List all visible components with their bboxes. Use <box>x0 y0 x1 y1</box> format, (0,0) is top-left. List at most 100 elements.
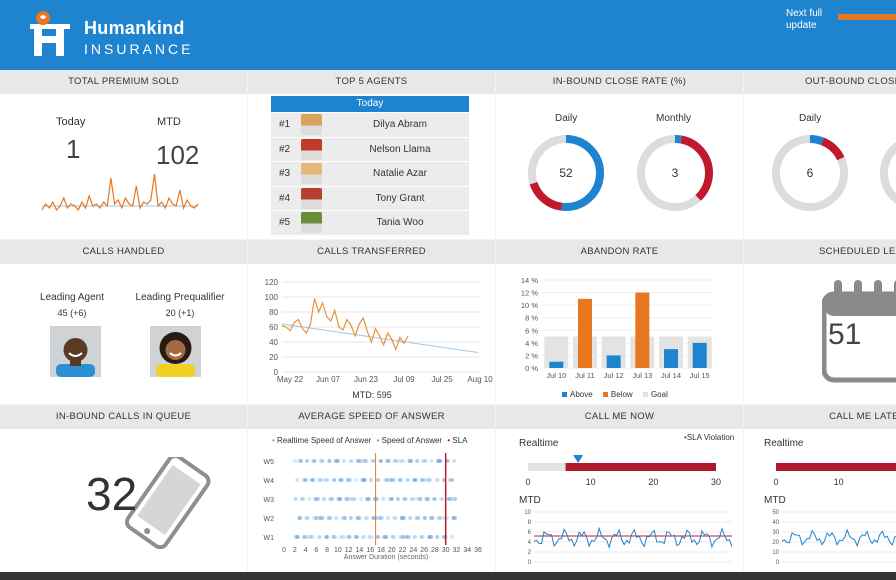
answer-dot <box>448 478 453 482</box>
answer-dot <box>452 497 457 501</box>
brand-name: Humankind <box>84 18 185 38</box>
answer-dot <box>355 459 360 463</box>
legend-sla: SLA <box>452 436 468 445</box>
answer-dot <box>319 478 324 482</box>
answer-dot <box>327 459 332 463</box>
answer-dot <box>342 459 347 463</box>
panel-inbound-close: IN-BOUND CLOSE RATE (%) Daily Monthly 52… <box>496 70 743 239</box>
x-tick-label: Jul 09 <box>393 375 415 384</box>
row-label: W4 <box>264 478 275 485</box>
answer-dot <box>293 497 298 501</box>
tick-label: 0 <box>525 477 530 487</box>
today-label: Today <box>56 116 86 128</box>
answer-dot <box>449 535 454 539</box>
panel-calls-transferred: CALLS TRANSFERRED 0 20 40 60 80 100 120 May 22 J… <box>248 240 495 404</box>
answer-dot <box>346 478 351 482</box>
row-label: W2 <box>264 516 275 523</box>
panel-speed-of-answer: AVERAGE SPEED OF ANSWER • Realtime Speed… <box>248 405 495 572</box>
answer-dot <box>435 459 440 463</box>
mtd-label: MTD <box>764 495 786 506</box>
answer-dot <box>365 497 370 501</box>
y-tick-label: 8 <box>528 520 532 526</box>
answer-dot <box>389 478 394 482</box>
panel-title: IN-BOUND CALLS IN QUEUE <box>0 405 247 429</box>
panel-title: CALLS TRANSFERRED <box>248 240 495 264</box>
answer-dot <box>296 459 301 463</box>
answer-dot <box>432 497 437 501</box>
update-progress-bar <box>838 14 896 20</box>
answer-dot <box>367 535 372 539</box>
legend-goal-swatch <box>642 392 648 397</box>
answer-dot <box>361 535 366 539</box>
answer-dot <box>403 497 408 501</box>
answer-dot <box>328 516 333 520</box>
abandon-bar <box>578 298 592 368</box>
answer-dot <box>353 535 358 539</box>
answer-dot <box>415 497 420 501</box>
answer-dot <box>338 478 343 482</box>
x-tick-label: 16 <box>366 547 374 554</box>
answer-dot <box>385 478 390 482</box>
y-tick-label: 2 <box>528 550 532 556</box>
answer-dot <box>415 459 420 463</box>
x-tick-label: 14 <box>356 547 364 554</box>
mtd-label: MTD <box>157 116 181 128</box>
x-tick-label: Jul 14 <box>661 371 681 380</box>
agent-avatar <box>301 163 322 184</box>
answer-dot <box>312 516 317 520</box>
panel-title: ABANDON RATE <box>496 240 743 264</box>
answer-dot <box>303 478 308 482</box>
panel-total-premium: TOTAL PREMIUM SOLD Today 1 MTD 102 <box>0 70 247 239</box>
answer-dot <box>427 535 432 539</box>
answer-dot <box>395 497 400 501</box>
y-tick-label: 20 <box>772 540 779 546</box>
answer-dot <box>375 478 380 482</box>
tick-label: 10 <box>586 477 596 487</box>
answer-dot <box>356 516 361 520</box>
agents-table-header: Today <box>271 96 469 112</box>
call-me-later-mtd-chart: 0 10 20 30 40 50 <box>772 510 896 566</box>
x-tick-label: 32 <box>453 547 461 554</box>
answer-dot <box>424 497 429 501</box>
answer-dot <box>405 478 410 482</box>
answer-dot <box>419 535 424 539</box>
answer-dot <box>348 459 353 463</box>
answer-dot <box>336 497 341 501</box>
y-tick-label: 50 <box>772 510 779 516</box>
answer-dot <box>385 516 390 520</box>
today-value: 1 <box>66 134 81 164</box>
answer-dot <box>358 497 363 501</box>
x-tick-label: Aug 10 <box>467 375 493 384</box>
y-tick-label: 2 % <box>525 351 538 360</box>
mtd-value: 102 <box>156 140 200 170</box>
inbound-daily-donut <box>528 135 604 211</box>
answer-dot <box>414 516 419 520</box>
answer-dot <box>332 478 337 482</box>
x-tick-label: 28 <box>431 547 439 554</box>
x-tick-label: Jul 15 <box>690 371 710 380</box>
abandon-bar-chart: 0 % 2 % 4 % 6 % 8 % 10 % 12 % 14 % Jul 10 Jul 11 J… <box>521 276 714 380</box>
brand-subtitle: INSURANCE <box>84 41 194 57</box>
legend-below-swatch <box>602 392 608 397</box>
answer-dot <box>375 535 380 539</box>
answer-dot <box>321 459 326 463</box>
answer-dot <box>328 497 333 501</box>
answer-dot <box>298 516 303 520</box>
transferred-series-line <box>281 298 409 352</box>
answer-dot <box>333 459 338 463</box>
monthly-label: Monthly <box>656 113 692 124</box>
answer-dot <box>369 535 374 539</box>
panel-title: TOTAL PREMIUM SOLD <box>0 70 247 94</box>
panel-abandon-rate: ABANDON RATE 0 % 2 % 4 % 6 % 8 % 10 % 12 % 14 %… <box>496 240 743 404</box>
answer-dot <box>382 478 387 482</box>
answer-dot <box>412 478 417 482</box>
answer-dot <box>318 535 323 539</box>
y-tick-label: 30 <box>772 530 779 536</box>
answer-dot <box>392 459 397 463</box>
call-me-now-realtime-bar: 0 10 20 30 <box>525 455 721 487</box>
answer-dot <box>307 497 312 501</box>
tick-label: 30 <box>711 477 721 487</box>
answer-dot <box>309 478 314 482</box>
y-tick-label: 0 <box>274 368 279 377</box>
